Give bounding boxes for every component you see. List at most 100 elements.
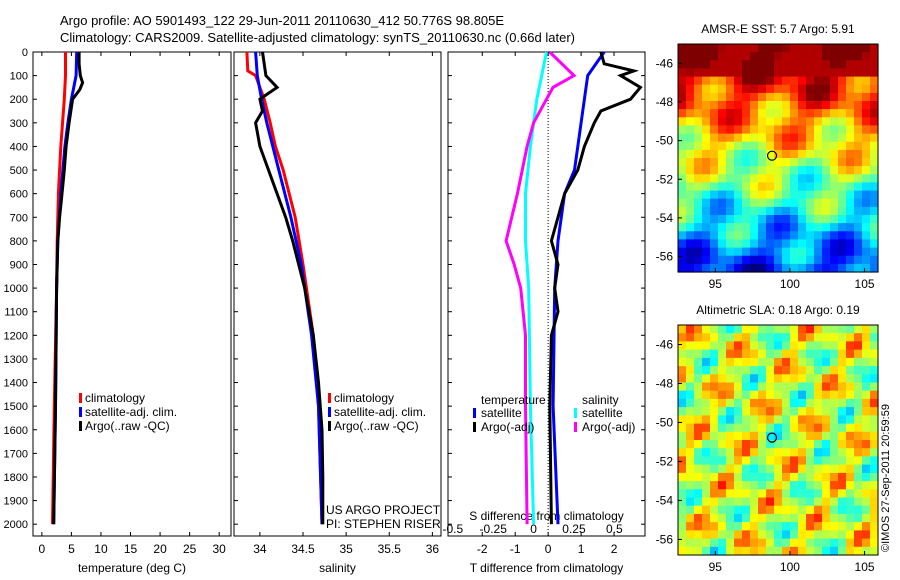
map-cell bbox=[694, 206, 703, 216]
map-cell bbox=[806, 349, 815, 359]
map-cell bbox=[686, 456, 695, 466]
map-cell bbox=[870, 198, 879, 208]
map-cell bbox=[822, 52, 831, 61]
map-cell bbox=[686, 513, 695, 523]
map-cell bbox=[822, 325, 831, 334]
map-cell bbox=[846, 231, 855, 240]
map-cell bbox=[782, 166, 791, 175]
map-cell bbox=[798, 505, 807, 515]
lon-tick-label: 95 bbox=[709, 277, 723, 291]
map-cell bbox=[694, 448, 703, 457]
map-cell bbox=[830, 325, 839, 334]
map-cell bbox=[710, 182, 719, 192]
map-cell bbox=[862, 125, 871, 135]
map-cell bbox=[734, 117, 743, 126]
map-cell bbox=[750, 522, 759, 531]
map-cell bbox=[830, 92, 839, 102]
map-cell bbox=[742, 174, 751, 183]
map-cell bbox=[678, 349, 687, 359]
map-cell bbox=[710, 52, 719, 61]
map-cell bbox=[694, 190, 703, 200]
map-cell bbox=[678, 374, 687, 384]
map-cell bbox=[766, 231, 775, 240]
map-cell bbox=[694, 158, 703, 167]
map-cell bbox=[694, 263, 703, 273]
map-cell bbox=[726, 166, 735, 175]
map-cell bbox=[806, 84, 815, 94]
map-cell bbox=[854, 117, 863, 126]
map-cell bbox=[814, 464, 823, 474]
lat-tick-label: -48 bbox=[656, 376, 674, 390]
map-cell bbox=[846, 513, 855, 523]
map-cell bbox=[862, 206, 871, 216]
map-cell bbox=[758, 239, 767, 249]
map-cell bbox=[678, 546, 687, 556]
map-cell bbox=[782, 325, 791, 334]
legend-swatch bbox=[79, 407, 82, 417]
map-cell bbox=[742, 415, 751, 425]
map-cell bbox=[782, 333, 791, 342]
map-cell bbox=[790, 174, 799, 183]
map-cell bbox=[838, 117, 847, 126]
map-cell bbox=[702, 109, 711, 118]
map-cell bbox=[782, 133, 791, 143]
project-annotation: PI: STEPHEN RISER bbox=[326, 517, 441, 531]
map-cell bbox=[774, 497, 783, 507]
map-cell bbox=[838, 333, 847, 342]
map-cell bbox=[742, 390, 751, 400]
map-cell bbox=[702, 325, 711, 334]
map-cell bbox=[814, 190, 823, 200]
map-cell bbox=[678, 239, 687, 249]
map-cell bbox=[830, 263, 839, 273]
map-cell bbox=[686, 174, 695, 183]
map-cell bbox=[798, 44, 807, 53]
depth-tick-label: 1700 bbox=[4, 448, 28, 460]
map-cell bbox=[718, 255, 727, 265]
map-cell bbox=[862, 101, 871, 110]
map-cell bbox=[734, 390, 743, 400]
map-cell bbox=[814, 530, 823, 540]
map-cell bbox=[742, 231, 751, 240]
map-cell bbox=[782, 530, 791, 540]
map-cell bbox=[830, 158, 839, 167]
depth-tick-label: 2000 bbox=[4, 519, 28, 531]
map-cell bbox=[750, 149, 759, 159]
map-cell bbox=[718, 190, 727, 200]
map-cell bbox=[870, 489, 879, 499]
map-cell bbox=[766, 141, 775, 151]
map-cell bbox=[766, 101, 775, 110]
map-cell bbox=[846, 166, 855, 175]
map-cell bbox=[686, 366, 695, 375]
map-cell bbox=[694, 52, 703, 61]
map-cell bbox=[726, 92, 735, 102]
map-cell bbox=[830, 255, 839, 265]
map-cell bbox=[726, 522, 735, 531]
map-cell bbox=[726, 149, 735, 159]
map-cell bbox=[726, 489, 735, 499]
map-cell bbox=[710, 349, 719, 359]
map-cell bbox=[678, 366, 687, 375]
map-cell bbox=[782, 357, 791, 367]
map-cell bbox=[734, 223, 743, 232]
map-cell bbox=[726, 223, 735, 232]
map-cell bbox=[830, 125, 839, 135]
map-cell bbox=[686, 349, 695, 359]
map-cell bbox=[750, 390, 759, 400]
depth-tick-label: 1600 bbox=[4, 425, 28, 437]
map-cell bbox=[822, 92, 831, 102]
map-cell bbox=[846, 333, 855, 342]
x-tick-label: 15 bbox=[124, 542, 138, 556]
map-cell bbox=[822, 513, 831, 523]
map-cell bbox=[718, 166, 727, 175]
depth-tick-label: 1300 bbox=[4, 354, 28, 366]
map-cell bbox=[694, 366, 703, 375]
map-cell bbox=[702, 44, 711, 53]
map-cell bbox=[726, 530, 735, 540]
map-cell bbox=[702, 247, 711, 257]
lon-tick-label: 100 bbox=[780, 560, 800, 574]
map-cell bbox=[782, 149, 791, 159]
map-cell bbox=[750, 52, 759, 61]
map-cell bbox=[742, 149, 751, 159]
map-cell bbox=[870, 349, 879, 359]
